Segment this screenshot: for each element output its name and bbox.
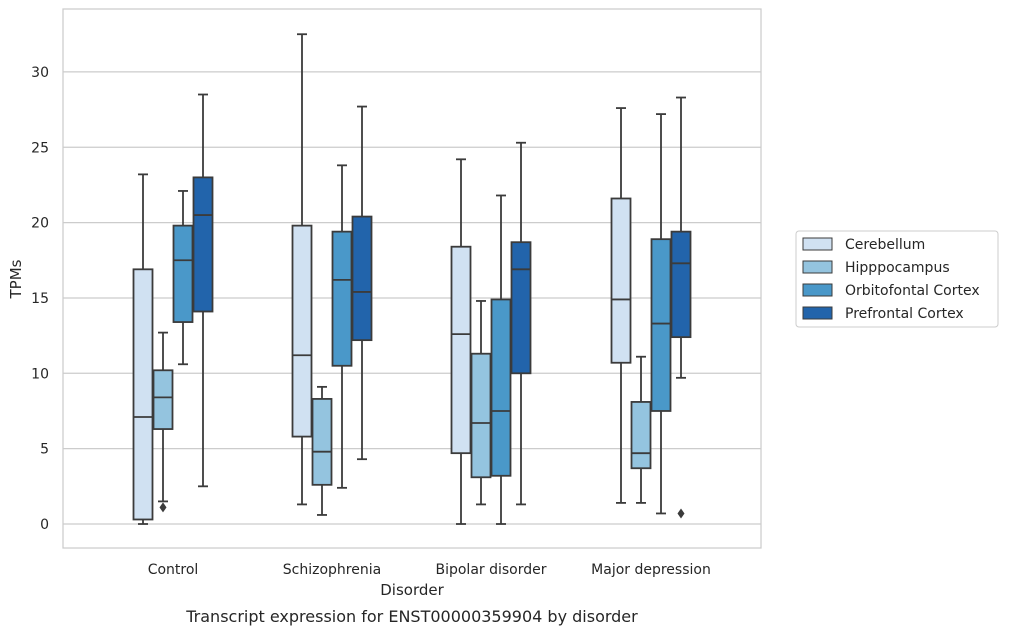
x-tick-label: Major depression [591,562,711,578]
box-prefrontal-cortex-0 [192,93,214,488]
box-hipppocampus-2 [470,300,492,506]
iqr-box [610,197,632,364]
box-cerebellum-3 [610,107,632,504]
boxes-layer [132,33,692,525]
legend-label: Orbitofontal Cortex [845,283,980,299]
y-tick-label: 0 [40,517,49,533]
y-tick-label: 15 [31,291,49,307]
iqr-box [132,268,154,521]
outlier-point [677,508,685,519]
legend-swatch [802,237,833,251]
x-tick-labels: Control Schizophrenia Bipolar disorder Majo… [148,562,711,578]
box-prefrontal-cortex-1 [351,105,373,461]
iqr-box [152,369,174,430]
iqr-box [331,230,353,367]
y-tick-label: 5 [40,442,49,458]
y-tick-label: 10 [31,366,49,382]
box-hipppocampus-3 [630,355,652,504]
iqr-box [450,245,472,455]
iqr-box [630,401,652,470]
legend-frame [795,230,999,328]
y-tick-label: 25 [31,140,49,156]
chart-caption: Transcript expression for ENST0000035990… [185,607,638,626]
outlier-point [159,502,167,513]
y-tick-label: 30 [31,65,49,81]
iqr-box [291,224,313,438]
legend-label: Hipppocampus [845,260,950,276]
iqr-box [192,176,214,313]
iqr-box [351,215,373,342]
y-tick-label: 20 [31,216,49,232]
x-axis-title: Disorder [380,581,444,599]
iqr-box [470,352,492,479]
box-orbitofontal-cortex-0 [172,190,194,366]
legend-label: Prefrontal Cortex [845,306,964,322]
box-hipppocampus-0 [152,331,174,513]
box-prefrontal-cortex-3 [670,96,692,519]
x-tick-label: Schizophrenia [283,562,381,578]
legend: Cerebellum Hipppocampus Orbitofontal Corte… [795,230,999,328]
iqr-box [650,238,672,412]
box-cerebellum-1 [291,33,313,506]
iqr-box [172,224,194,323]
iqr-box [510,241,532,375]
box-cerebellum-0 [132,173,154,525]
y-axis-title: TPMs [7,259,25,299]
box-cerebellum-2 [450,158,472,525]
legend-swatch [802,260,833,274]
iqr-box [311,398,333,486]
x-tick-label: Control [148,562,199,578]
box-hipppocampus-1 [311,385,333,516]
box-prefrontal-cortex-2 [510,141,532,506]
legend-label: Cerebellum [845,237,925,253]
box-orbitofontal-cortex-3 [650,113,672,515]
legend-swatch [802,306,833,320]
box-orbitofontal-cortex-1 [331,164,353,489]
plot-area-frame [62,8,762,549]
legend-swatch [802,283,833,297]
y-tick-labels: 0 5 10 15 20 25 30 [31,65,49,533]
box-orbitofontal-cortex-2 [490,194,512,525]
iqr-box [670,230,692,339]
x-tick-label: Bipolar disorder [435,562,546,578]
iqr-box [490,298,512,477]
